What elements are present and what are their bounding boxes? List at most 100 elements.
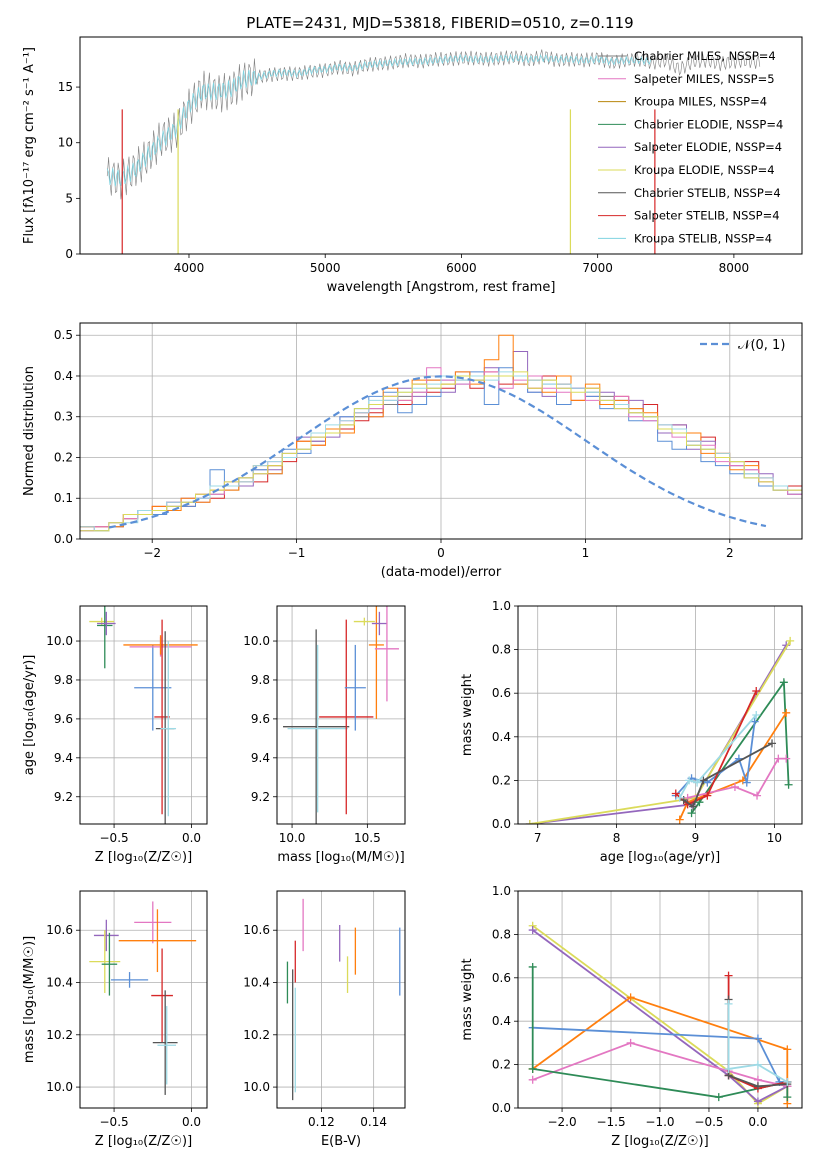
weight-marker — [528, 1064, 537, 1073]
weight-marker — [779, 678, 788, 687]
axes-frame — [276, 890, 406, 1109]
panel-mass-vs-ebv: 0.12 0.14 10.0 10.2 10.4 10.6 E(B-V) — [243, 890, 406, 1149]
weight-marker — [730, 782, 739, 791]
weight-marker — [724, 971, 733, 980]
weight-marker — [528, 962, 537, 971]
legend-entry: Chabrier ELODIE, NSSP=4 — [634, 117, 783, 131]
axes-frame — [79, 605, 208, 825]
weight-line-2 — [690, 679, 790, 814]
legend-entry: Chabrier MILES, NSSP=4 — [634, 49, 776, 63]
weight-marker — [714, 1093, 723, 1102]
x-axis-label: Z [log₁₀(Z/Z☉)] — [95, 850, 192, 865]
weight-marker — [753, 1034, 762, 1043]
axes-frame — [79, 36, 803, 255]
weight-marker — [703, 791, 712, 800]
x-axis-label: age [log₁₀(age/yr)] — [600, 850, 721, 865]
weight-marker — [724, 1064, 733, 1073]
weight-marker — [671, 789, 680, 798]
weight-line-4 — [687, 757, 787, 799]
y-tick-label: 9.4 — [251, 751, 270, 765]
weight-marker — [753, 791, 762, 800]
weight-marker — [689, 802, 698, 811]
x-tick-label: −0.5 — [100, 1115, 129, 1129]
panel-weight-vs-age: 7 8 9 10 0.0 0.2 0.4 0.6 0.8 1.0 age [log₁₀(age/yr… — [460, 599, 803, 865]
weight-marker — [699, 776, 708, 785]
y-axis-label: mass weight — [460, 674, 475, 756]
y-tick-label: 0.2 — [492, 773, 511, 787]
weight-marker — [675, 793, 684, 802]
y-tick-label: 0.6 — [492, 686, 511, 700]
y-tick-label: 0.0 — [54, 532, 73, 546]
legend-entry: Kroupa MILES, NSSP=4 — [634, 95, 767, 109]
y-tick-label: 0.0 — [492, 817, 511, 831]
weight-marker — [786, 636, 795, 645]
y-tick-label: 10.2 — [243, 1028, 270, 1042]
x-axis-label: Z [log₁₀(Z/Z☉)] — [611, 1134, 708, 1149]
plot-area — [80, 334, 802, 532]
x-tick-label: 0.0 — [748, 1115, 767, 1129]
histogram-step-7 — [80, 371, 802, 532]
weight-marker — [742, 778, 751, 787]
x-tick-label: 5000 — [310, 261, 341, 275]
weight-marker — [784, 780, 793, 789]
weight-marker — [783, 1093, 792, 1102]
y-tick-label: 0.5 — [54, 328, 73, 342]
weight-marker — [724, 999, 733, 1008]
x-tick-label: −2 — [143, 546, 161, 560]
legend-entry: 𝒩(0, 1) — [738, 338, 785, 353]
y-tick-label: 0.4 — [492, 1014, 511, 1028]
axes-frame — [517, 605, 803, 825]
axes-frame — [79, 890, 208, 1109]
panel-residuals: −2 −1 0 1 2 0.0 0.1 0.2 0.3 0.4 0.5 (data-model)/er… — [22, 322, 803, 580]
weight-line-6 — [675, 690, 758, 806]
x-tick-label: 6000 — [446, 261, 477, 275]
y-tick-label: 0.2 — [54, 450, 73, 464]
legend-entry: Kroupa STELIB, NSSP=4 — [634, 231, 772, 245]
weight-line-8 — [727, 1003, 788, 1083]
weight-line-1 — [529, 640, 791, 824]
x-tick-label: 0.14 — [360, 1115, 387, 1129]
y-tick-label: 15 — [58, 80, 73, 94]
x-tick-label: 10.0 — [279, 831, 306, 845]
x-tick-label: −1.5 — [596, 1115, 625, 1129]
weight-marker — [528, 1075, 537, 1084]
y-tick-label: 9.2 — [54, 790, 73, 804]
y-tick-label: 0.4 — [492, 730, 511, 744]
axes-frame — [79, 322, 803, 540]
x-tick-label: 0.0 — [182, 831, 201, 845]
weight-line-7 — [683, 742, 773, 808]
axes-frame — [517, 890, 803, 1109]
weight-marker — [782, 754, 791, 763]
plot-area — [89, 606, 198, 824]
plot-area — [89, 901, 197, 1095]
plot-area — [283, 606, 399, 824]
y-tick-label: 0.3 — [54, 410, 73, 424]
y-tick-label: 0.8 — [492, 643, 511, 657]
y-tick-label: 1.0 — [492, 599, 511, 613]
y-tick-label: 1.0 — [492, 884, 511, 898]
x-tick-label: 8 — [613, 831, 621, 845]
panel-spectrum: 4000 5000 6000 7000 8000 0 5 10 15 wavelength [An… — [22, 36, 803, 295]
y-tick-label: 10.6 — [46, 923, 73, 937]
x-tick-label: 1 — [582, 546, 590, 560]
x-tick-label: 0 — [437, 546, 445, 560]
weight-marker — [774, 754, 783, 763]
y-tick-label: 9.8 — [54, 673, 73, 687]
weight-marker — [675, 815, 684, 824]
y-axis-label: Flux [fλ10⁻¹⁷ erg cm⁻² s⁻¹ A⁻¹] — [22, 47, 37, 244]
y-tick-label: 9.6 — [251, 712, 270, 726]
histogram-step-4 — [80, 334, 802, 528]
weight-marker — [768, 739, 777, 748]
panel-weight-vs-Z: −2.0 −1.5 −1.0 −0.5 0.0 0.0 0.2 0.4 0.6 0.8 1.0 Z [… — [460, 884, 803, 1149]
x-tick-label: 10 — [767, 831, 782, 845]
x-tick-label: −1.0 — [645, 1115, 674, 1129]
x-tick-label: 2 — [726, 546, 734, 560]
y-tick-label: 0.0 — [492, 1101, 511, 1115]
x-tick-label: −0.5 — [694, 1115, 723, 1129]
weight-marker — [626, 1038, 635, 1047]
y-tick-label: 10.4 — [243, 976, 270, 990]
y-tick-label: 0.2 — [492, 1058, 511, 1072]
spectrum-line-0 — [106, 49, 761, 200]
weight-marker — [687, 809, 696, 818]
